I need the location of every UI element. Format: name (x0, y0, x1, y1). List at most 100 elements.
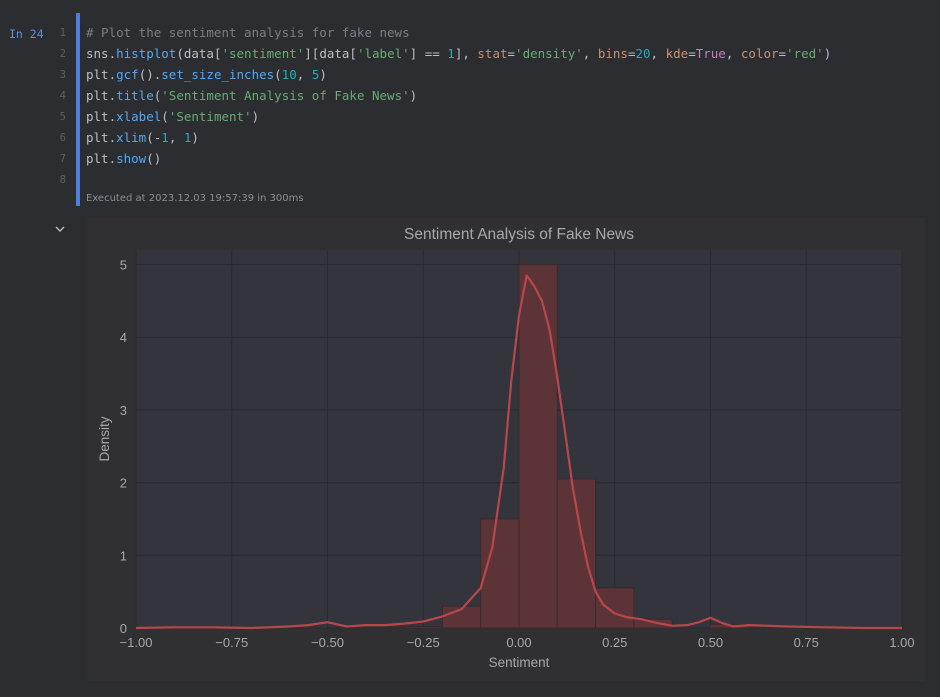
y-tick-label: 4 (120, 330, 127, 345)
code-token: , (650, 46, 666, 61)
code-token: histplot (116, 46, 177, 61)
code-token: (data[ (176, 46, 222, 61)
code-token: 5 (311, 67, 320, 82)
code-token: ) (319, 67, 327, 82)
code-token: ][data[ (304, 46, 357, 61)
x-tick-label: 0.50 (698, 635, 723, 650)
code-token: (). (138, 67, 162, 82)
code-line[interactable]: plt.show() (86, 150, 831, 171)
histogram-bar (595, 587, 635, 629)
line-number: 8 (59, 174, 66, 186)
code-token: title (116, 88, 154, 103)
y-tick-label: 2 (120, 476, 127, 491)
code-token: plt. (86, 151, 117, 166)
execution-status: Executed at 2023.12.03 19:57:39 in 300ms (86, 193, 304, 204)
code-line[interactable]: plt.xlabel('Sentiment') (86, 108, 831, 129)
code-token: 'red' (786, 46, 824, 61)
code-token: ( (153, 88, 162, 103)
collapse-output-chevron-icon[interactable] (54, 222, 66, 236)
histogram-bar (403, 626, 443, 629)
code-token: xlabel (116, 109, 162, 124)
x-tick-label: 0.75 (794, 635, 819, 650)
code-token: gcf (116, 67, 139, 82)
code-token: # Plot the sentiment analysis for fake n… (86, 25, 410, 40)
code-token: ) (823, 46, 832, 61)
line-number: 6 (59, 132, 66, 144)
code-token: show (116, 151, 147, 166)
y-tick-label: 1 (120, 548, 127, 563)
code-token: = (778, 46, 787, 61)
code-token: , (725, 46, 741, 61)
code-editor[interactable]: # Plot the sentiment analysis for fake n… (86, 24, 831, 192)
code-token: 1 (447, 46, 455, 61)
x-tick-label: −0.50 (311, 635, 344, 650)
code-token: , (296, 67, 312, 82)
histogram-bar (518, 264, 558, 629)
code-token: ( (274, 67, 282, 82)
code-token: , (168, 130, 184, 145)
code-token: plt. (86, 130, 117, 145)
histogram-bar (365, 626, 405, 629)
line-number-gutter: 1 2 3 4 5 6 7 8 (40, 24, 66, 192)
code-token: , (582, 46, 598, 61)
code-token: = (627, 46, 636, 61)
x-tick-label: −0.25 (407, 635, 440, 650)
code-token: 'Sentiment Analysis of Fake News' (161, 88, 410, 103)
code-token: xlim (116, 130, 147, 145)
histogram-bar (633, 618, 673, 629)
y-tick-label: 0 (120, 621, 127, 636)
x-tick-label: 1.00 (889, 635, 914, 650)
histogram-bar (556, 478, 597, 629)
cell-focus-bar (76, 13, 80, 206)
x-tick-label: 0.00 (506, 635, 531, 650)
code-line[interactable]: sns.histplot(data['sentiment'][data['lab… (86, 45, 831, 66)
y-tick-label: 5 (120, 258, 127, 273)
code-token: 'Sentiment' (168, 109, 252, 124)
line-number: 3 (59, 69, 66, 81)
code-token: sns. (86, 46, 117, 61)
code-line[interactable] (86, 171, 831, 192)
output-area: −1.00 −0.75 −0.50 −0.25 0.00 0.25 0.50 0.75 1.00… (87, 218, 925, 681)
code-token: ) (191, 130, 199, 145)
code-token: kde (665, 46, 689, 61)
code-token: True (695, 46, 726, 61)
histogram-bar (480, 518, 520, 629)
code-token: ( (161, 109, 169, 124)
chart-title: Sentiment Analysis of Fake News (404, 226, 634, 243)
code-token: (- (146, 130, 162, 145)
code-token: ] == (409, 46, 448, 61)
line-number: 5 (59, 111, 66, 123)
code-token: 1 (161, 130, 169, 145)
code-token: = (688, 46, 696, 61)
code-line[interactable]: plt.gcf().set_size_inches(10, 5) (86, 66, 831, 87)
code-token: 20 (635, 46, 651, 61)
code-token: = (507, 46, 516, 61)
code-token: 1 (183, 130, 192, 145)
code-token: 'density' (515, 46, 583, 61)
code-token: 'label' (356, 46, 410, 61)
code-token: plt. (86, 67, 117, 82)
code-token: 'sentiment' (221, 46, 305, 61)
y-axis-label: Density (97, 416, 112, 461)
x-tick-label: −0.75 (215, 635, 248, 650)
code-token: () (146, 151, 162, 166)
histogram-chart: −1.00 −0.75 −0.50 −0.25 0.00 0.25 0.50 0.75 1.00… (97, 226, 915, 670)
code-line[interactable]: # Plot the sentiment analysis for fake n… (86, 24, 831, 45)
code-token: set_size_inches (161, 67, 275, 82)
line-number: 4 (59, 90, 66, 102)
code-token: bins (597, 46, 628, 61)
line-number: 2 (59, 48, 66, 60)
code-token: plt. (86, 109, 117, 124)
line-number: 1 (59, 27, 66, 39)
x-tick-label: 0.25 (602, 635, 627, 650)
code-line[interactable]: plt.xlim(-1, 1) (86, 129, 831, 150)
kde-line (135, 274, 902, 630)
code-token: ], (454, 46, 478, 61)
code-token: stat (477, 46, 508, 61)
x-tick-label: −1.00 (120, 635, 153, 650)
code-line[interactable]: plt.title('Sentiment Analysis of Fake Ne… (86, 87, 831, 108)
code-token: ) (251, 109, 260, 124)
cell-prompt: In 24 (9, 27, 44, 41)
line-number: 7 (59, 153, 66, 165)
code-token: 10 (281, 67, 297, 82)
